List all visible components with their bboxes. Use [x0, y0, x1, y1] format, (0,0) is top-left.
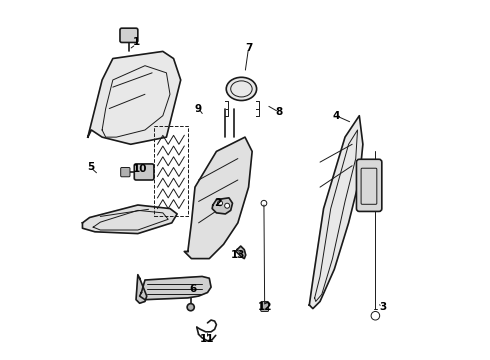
Circle shape	[224, 203, 230, 208]
FancyBboxPatch shape	[356, 159, 382, 211]
Circle shape	[218, 201, 222, 206]
Text: 11: 11	[200, 334, 215, 344]
Circle shape	[187, 303, 194, 311]
Text: 12: 12	[257, 302, 272, 312]
Text: 10: 10	[132, 164, 147, 174]
Polygon shape	[136, 275, 147, 303]
Polygon shape	[88, 51, 181, 144]
Text: 9: 9	[195, 104, 202, 113]
Text: 3: 3	[379, 302, 386, 312]
Text: 13: 13	[231, 250, 245, 260]
FancyBboxPatch shape	[134, 164, 154, 180]
FancyBboxPatch shape	[120, 28, 138, 42]
Polygon shape	[212, 198, 232, 214]
FancyBboxPatch shape	[261, 301, 269, 311]
Text: 4: 4	[332, 111, 340, 121]
Polygon shape	[309, 116, 363, 309]
Text: 5: 5	[87, 162, 94, 172]
Text: 7: 7	[245, 43, 252, 53]
FancyBboxPatch shape	[121, 167, 130, 177]
Polygon shape	[184, 137, 252, 258]
Text: 8: 8	[275, 107, 283, 117]
Polygon shape	[236, 246, 245, 258]
Polygon shape	[82, 205, 177, 234]
Text: 6: 6	[190, 284, 197, 294]
Polygon shape	[140, 276, 211, 300]
Text: 2: 2	[215, 198, 222, 208]
Ellipse shape	[226, 77, 257, 100]
Text: 1: 1	[132, 37, 140, 48]
